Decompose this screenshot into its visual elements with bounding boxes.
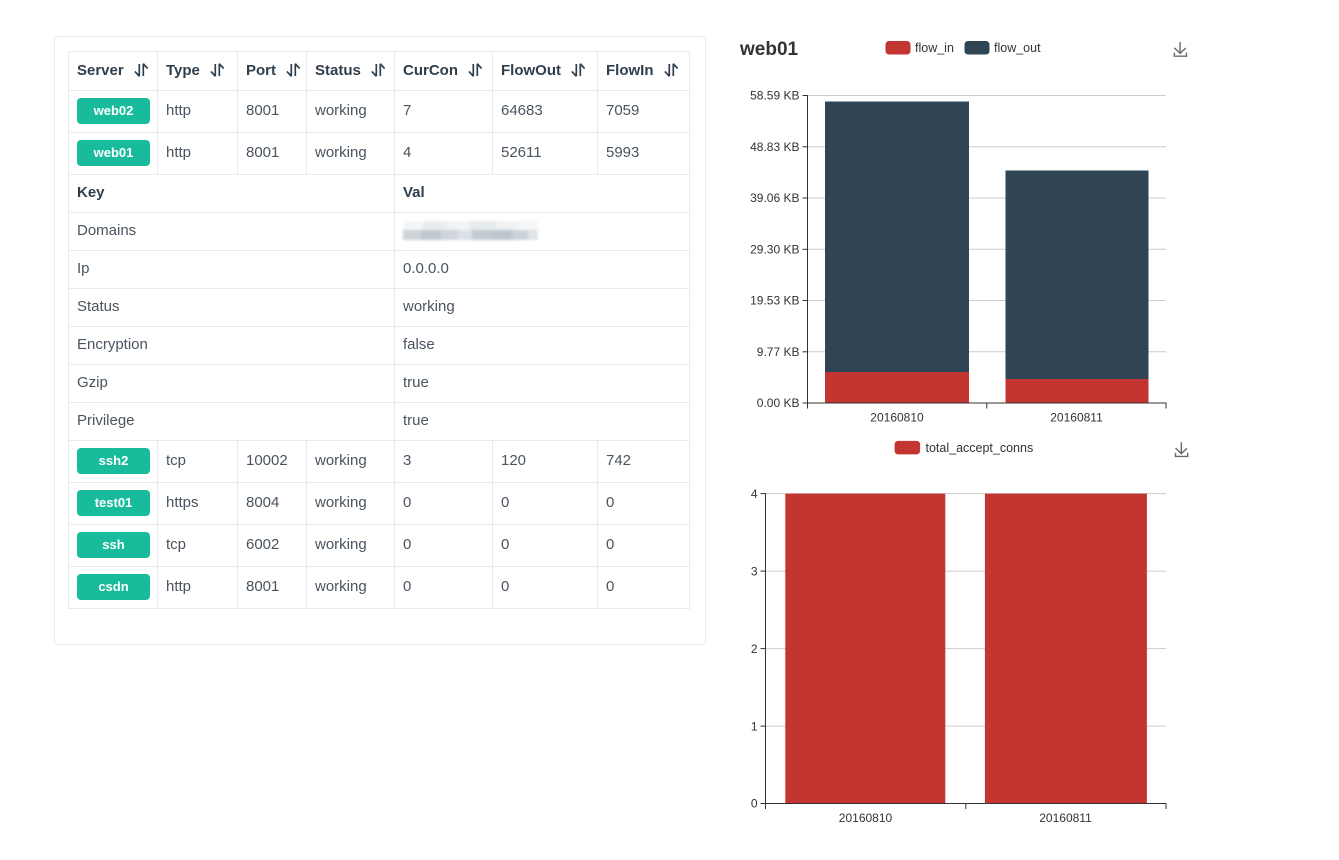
- svg-text:20160811: 20160811: [1039, 811, 1092, 825]
- svg-text:39.06 KB: 39.06 KB: [750, 191, 799, 205]
- svg-text:flow_out: flow_out: [994, 41, 1041, 55]
- svg-text:20160810: 20160810: [839, 811, 893, 825]
- svg-text:3: 3: [751, 564, 758, 578]
- svg-text:29.30 KB: 29.30 KB: [750, 243, 799, 257]
- svg-text:48.83 KB: 48.83 KB: [750, 140, 799, 154]
- svg-text:20160811: 20160811: [1050, 411, 1103, 425]
- svg-text:web01: web01: [739, 39, 799, 60]
- svg-text:9.77 KB: 9.77 KB: [757, 345, 800, 359]
- svg-text:0.00 KB: 0.00 KB: [757, 396, 800, 410]
- svg-text:20160810: 20160810: [870, 411, 924, 425]
- svg-text:flow_in: flow_in: [915, 41, 954, 55]
- svg-text:0: 0: [751, 797, 758, 811]
- svg-text:58.59 KB: 58.59 KB: [750, 89, 799, 103]
- svg-text:4: 4: [751, 487, 758, 501]
- svg-text:19.53 KB: 19.53 KB: [750, 294, 799, 308]
- svg-text:total_accept_conns: total_accept_conns: [926, 441, 1034, 455]
- svg-text:2: 2: [751, 642, 758, 656]
- svg-text:1: 1: [751, 719, 758, 733]
